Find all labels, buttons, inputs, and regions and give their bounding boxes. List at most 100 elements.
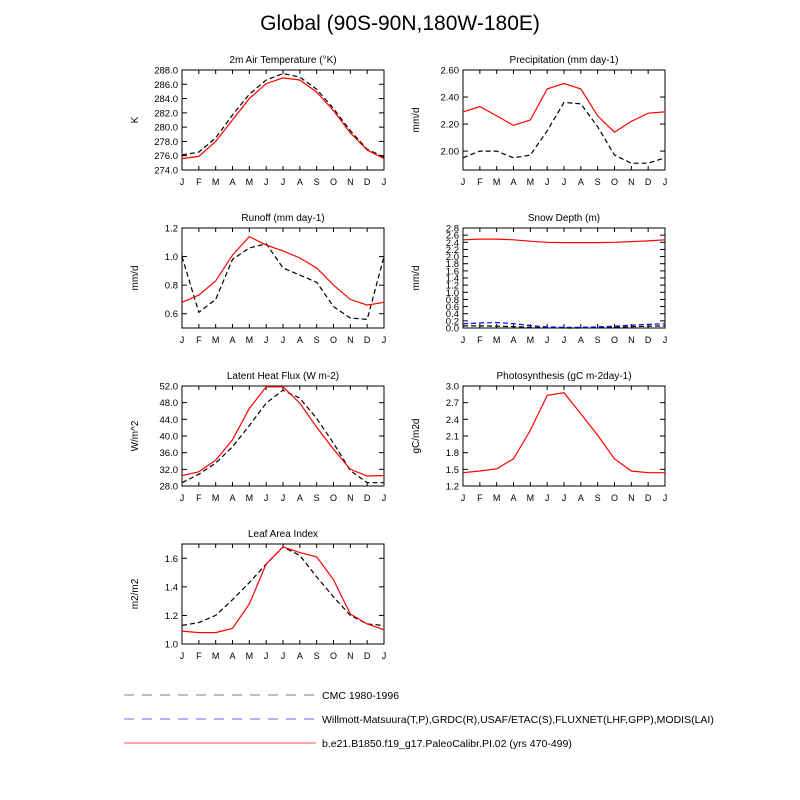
x-tick-label: O [611, 335, 618, 345]
y-axis-label: mm/d [411, 266, 422, 291]
series-line-obs [181, 389, 384, 484]
x-tick-label: N [628, 177, 635, 187]
x-tick-label: A [578, 493, 584, 503]
series-line-model [181, 386, 385, 477]
y-tick-label: 0.2 [446, 316, 459, 327]
x-tick-label: N [628, 335, 635, 345]
x-tick-label: J [562, 177, 567, 187]
y-tick-label: 284.0 [154, 94, 178, 105]
y-axis-label: gC/m2d [411, 418, 422, 453]
x-tick-label: A [578, 335, 584, 345]
y-tick-label: 1.0 [165, 252, 178, 263]
x-tick-label: J [382, 493, 387, 503]
x-tick-label: J [461, 493, 466, 503]
x-tick-label: S [314, 335, 320, 345]
panel-title: Snow Depth (m) [528, 213, 600, 224]
x-tick-label: J [562, 493, 567, 503]
x-tick-label: O [611, 177, 618, 187]
y-tick-label: 2.4 [446, 238, 459, 249]
x-tick-label: J [264, 177, 269, 187]
x-tick-label: J [281, 335, 286, 345]
x-tick-label: O [330, 651, 337, 661]
x-tick-label: M [246, 651, 254, 661]
y-tick-label: 1.5 [446, 465, 459, 476]
y-tick-label: 276.0 [154, 151, 178, 162]
y-tick-label: 2.60 [441, 66, 460, 77]
x-tick-label: D [645, 493, 652, 503]
x-tick-label: D [364, 177, 371, 187]
x-tick-label: D [364, 335, 371, 345]
y-tick-label: 2.00 [441, 147, 460, 158]
series-line-obs [181, 243, 385, 321]
y-tick-label: 1.8 [446, 448, 459, 459]
panel-title: Precipitation (mm day-1) [510, 55, 619, 66]
x-tick-label: M [527, 493, 535, 503]
panel-title: Latent Heat Flux (W m-2) [227, 371, 339, 382]
y-tick-label: 286.0 [154, 80, 178, 91]
x-tick-label: A [229, 651, 235, 661]
x-tick-label: O [330, 335, 337, 345]
legend-label-1: CMC 1980-1996 [322, 690, 399, 702]
y-tick-label: 2.0 [446, 252, 459, 263]
y-tick-label: 274.0 [154, 166, 178, 177]
y-tick-label: 1.2 [446, 482, 459, 493]
y-tick-label: 28.0 [160, 482, 179, 493]
series-line-obs [462, 101, 666, 164]
x-tick-label: J [663, 493, 668, 503]
y-tick-label: 36.0 [160, 448, 179, 459]
x-tick-label: J [545, 493, 550, 503]
y-tick-label: 1.2 [165, 611, 178, 622]
x-tick-label: S [314, 177, 320, 187]
panel-title: 2m Air Temperature (°K) [229, 55, 336, 66]
x-tick-label: J [264, 493, 269, 503]
y-tick-label: 2.40 [441, 93, 460, 104]
x-tick-label: A [229, 493, 235, 503]
x-tick-label: A [297, 493, 303, 503]
x-tick-label: S [314, 493, 320, 503]
x-tick-label: J [382, 335, 387, 345]
y-tick-label: 2.6 [446, 231, 459, 242]
y-axis-label: W/m^2 [130, 420, 141, 451]
x-tick-label: A [510, 177, 516, 187]
x-tick-label: A [297, 335, 303, 345]
x-tick-label: M [493, 493, 501, 503]
x-tick-label: J [180, 335, 185, 345]
panel-title: Runoff (mm day-1) [241, 213, 324, 224]
x-tick-label: J [281, 651, 286, 661]
x-tick-label: J [281, 177, 286, 187]
x-tick-label: M [212, 493, 220, 503]
y-tick-label: 52.0 [160, 382, 179, 393]
plot-frame [181, 543, 385, 645]
x-tick-label: F [196, 651, 202, 661]
y-tick-label: 0.6 [165, 309, 178, 320]
x-tick-label: A [229, 335, 235, 345]
x-tick-label: J [382, 177, 387, 187]
x-tick-label: M [212, 335, 220, 345]
y-tick-label: 2.8 [446, 224, 459, 235]
series-line-model [462, 82, 666, 133]
x-tick-label: M [212, 651, 220, 661]
y-tick-label: 1.4 [446, 274, 459, 285]
x-tick-label: S [595, 177, 601, 187]
x-tick-label: J [264, 335, 269, 345]
y-tick-label: 2.1 [446, 432, 459, 443]
series-line-obs [181, 72, 385, 158]
x-tick-label: A [510, 493, 516, 503]
y-tick-label: 1.6 [165, 554, 178, 565]
x-tick-label: M [527, 177, 535, 187]
series-line-model [181, 77, 385, 160]
plot-frame [181, 69, 385, 171]
y-tick-label: 1.2 [446, 281, 459, 292]
x-tick-label: M [527, 335, 535, 345]
series-line-model [462, 238, 666, 244]
y-tick-label: 1.0 [165, 640, 178, 651]
legend-label-3: b.e21.B1850.f19_g17.PaleoCalibr.PI.02 (y… [322, 738, 572, 750]
x-tick-label: J [180, 177, 185, 187]
x-tick-label: S [314, 651, 320, 661]
x-tick-label: M [246, 335, 254, 345]
plot-frame [181, 227, 385, 329]
x-tick-label: A [297, 177, 303, 187]
x-tick-label: F [477, 335, 483, 345]
series-line-obs2 [462, 321, 666, 328]
x-tick-label: N [347, 493, 354, 503]
